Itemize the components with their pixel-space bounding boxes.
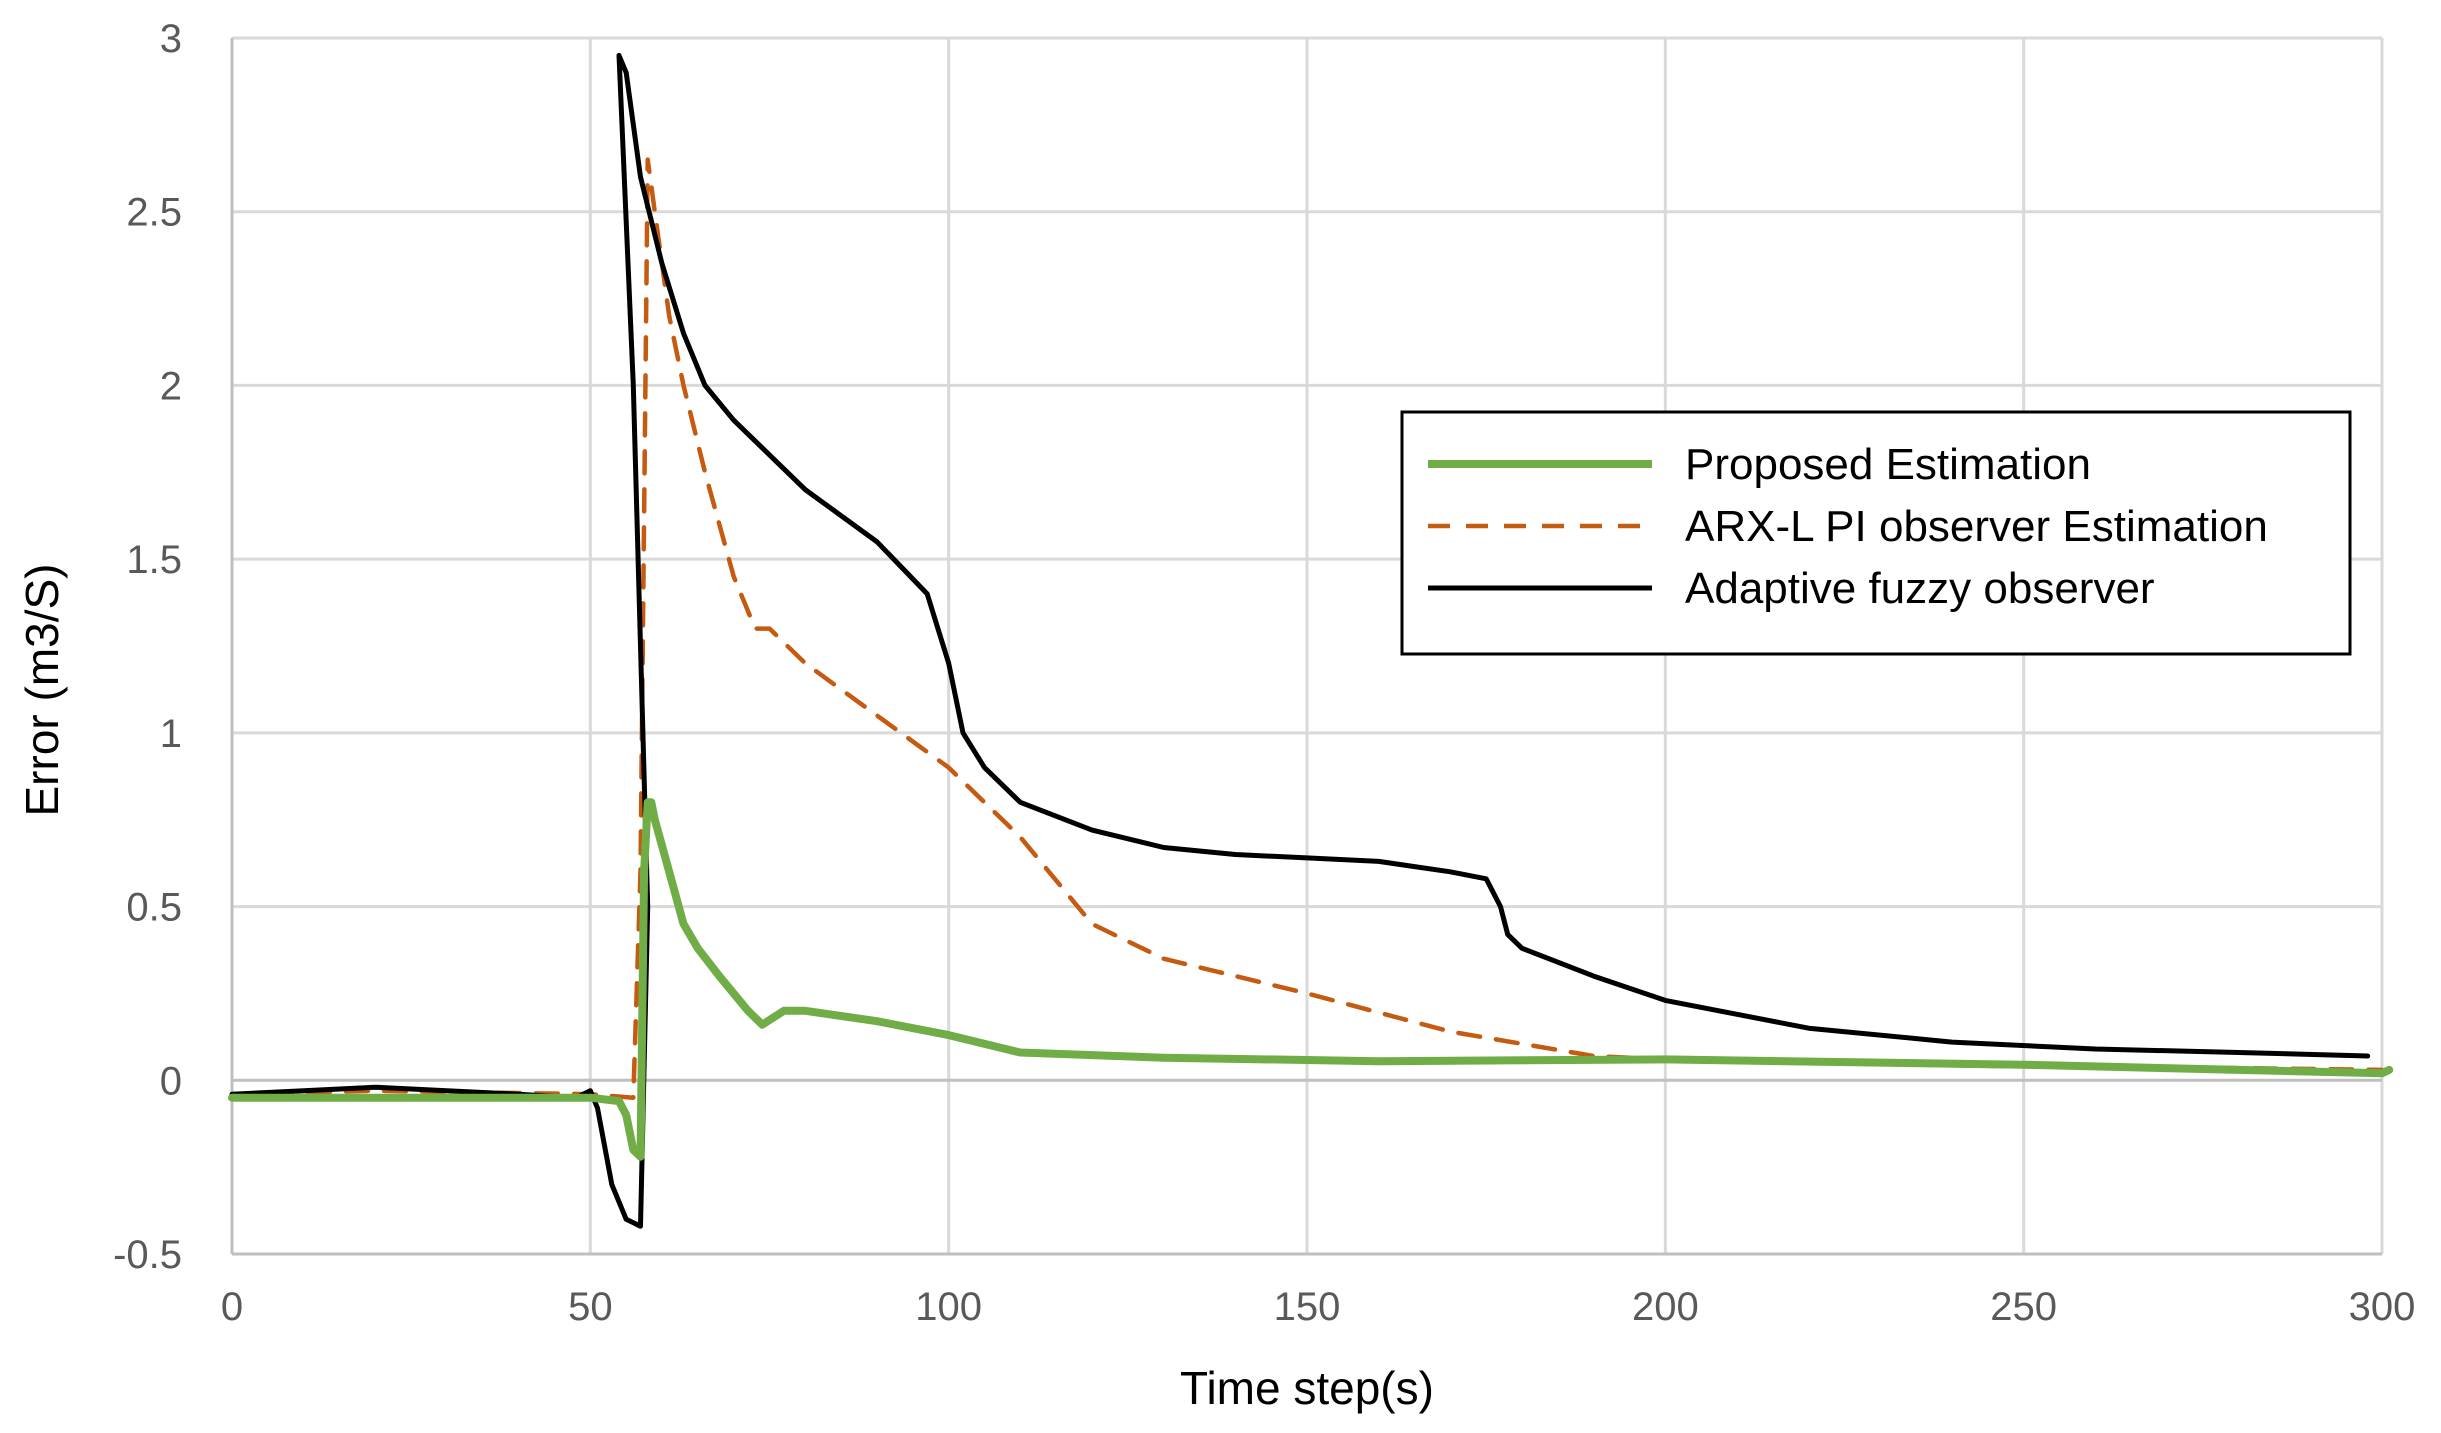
y-tick-label: 3 [160, 17, 182, 61]
legend-label: ARX-L PI observer Estimation [1685, 502, 2268, 551]
x-tick-label: 200 [1632, 1285, 1699, 1329]
x-tick-label: 150 [1274, 1285, 1341, 1329]
x-axis-title: Time step(s) [1180, 1362, 1434, 1414]
x-tick-label: 100 [915, 1285, 982, 1329]
legend-label: Adaptive fuzzy observer [1685, 564, 2155, 613]
y-tick-label: 1.5 [126, 538, 182, 582]
x-tick-label: 50 [568, 1285, 613, 1329]
x-tick-label: 0 [221, 1285, 243, 1329]
y-tick-label: 0 [160, 1059, 182, 1103]
series-lines [228, 52, 2394, 1229]
x-tick-label: 250 [1990, 1285, 2057, 1329]
legend-box [1400, 410, 2352, 656]
y-tick-label: 1 [160, 712, 182, 756]
y-tick-label: 2.5 [126, 191, 182, 235]
y-tick-label: 2 [160, 364, 182, 408]
y-tick-label: -0.5 [113, 1233, 182, 1277]
legend: Proposed Estimation ARX-L PI observer Est… [1400, 410, 2352, 656]
tick-labels: 0 50 100 150 200 250 300 -0.5 0 0.5 1 1.5 2 2.5 3 [113, 17, 2415, 1329]
legend-items: Proposed Estimation ARX-L PI observer Est… [1428, 440, 2268, 613]
axes [230, 38, 2382, 1256]
y-axis-title: Error (m3/S) [16, 564, 68, 817]
y-tick-label: 0.5 [126, 886, 182, 930]
series-line-adaptive-fuzzy-observer [229, 52, 2371, 1229]
legend-label: Proposed Estimation [1685, 440, 2091, 489]
x-tick-label: 300 [2349, 1285, 2416, 1329]
series-line-proposed-estimation [228, 798, 2394, 1161]
